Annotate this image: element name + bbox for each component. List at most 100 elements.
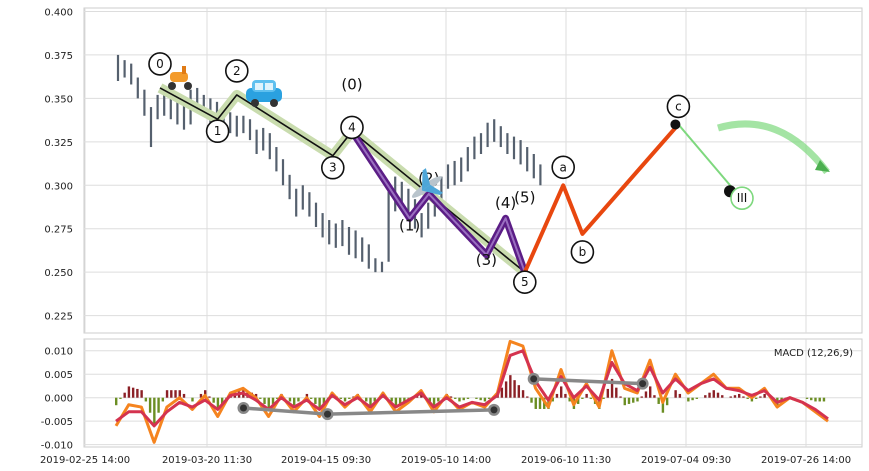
macd-histogram-bar	[589, 397, 593, 399]
wave-label-text: 1	[214, 124, 222, 138]
macd-histogram-bar	[365, 397, 368, 402]
wave-label: (1)	[399, 216, 420, 234]
divergence-line	[533, 377, 643, 386]
macd-histogram-bar	[458, 397, 461, 402]
macd-histogram-bar	[343, 397, 347, 402]
macd-histogram-bar	[157, 397, 160, 413]
macd-histogram-bar	[615, 387, 618, 398]
macd-histogram-bar	[822, 397, 826, 402]
macd-y-tick-label: 0.010	[44, 347, 73, 358]
macd-series-line	[115, 349, 829, 428]
macd-histogram-bar	[136, 388, 139, 398]
wave-line	[522, 123, 680, 273]
macd-histogram-bar	[148, 397, 152, 413]
macd-histogram-bar	[432, 397, 436, 406]
x-tick-label: 2019-07-26 14:00	[761, 455, 851, 466]
macd-histogram-bar	[182, 393, 186, 398]
macd-histogram-bar	[644, 391, 648, 398]
car-icon	[246, 80, 282, 107]
macd-histogram-bar	[293, 397, 296, 406]
macd-histogram-bar	[115, 397, 118, 406]
macd-histogram-bar	[738, 393, 741, 398]
macd-histogram-bar	[687, 397, 690, 402]
macd-histogram-bar	[568, 397, 571, 402]
macd-y-tick-label: -0.005	[41, 417, 73, 428]
macd-histogram-bar	[712, 390, 715, 398]
macd-histogram-bar	[153, 397, 156, 424]
macd-histogram-bar	[462, 397, 465, 401]
macd-histogram-bar	[517, 385, 521, 398]
x-tick-label: 2019-04-15 09:30	[281, 455, 371, 466]
macd-histogram-bar	[487, 397, 491, 399]
macd-histogram-bar	[513, 380, 516, 398]
macd-y-tick-label: 0.005	[44, 370, 73, 381]
macd-histogram-bar	[437, 397, 440, 402]
macd-histogram-bar	[746, 397, 749, 399]
macd-histogram-bar	[220, 397, 224, 404]
wave-label-circle	[512, 270, 537, 294]
macd-histogram-bar	[123, 392, 126, 398]
macd-histogram-bar	[479, 397, 482, 401]
macd-histogram-bar	[454, 397, 457, 399]
wave-label-text: 0	[156, 57, 164, 71]
price-y-tick-label: 0.325	[44, 138, 73, 149]
wave-label: (4)	[495, 194, 516, 212]
macd-histogram-bar	[721, 395, 724, 398]
macd-histogram-bar	[585, 393, 588, 398]
macd-histogram-bar	[475, 397, 478, 399]
macd-histogram-bar	[640, 396, 643, 398]
price-y-tick-label: 0.350	[44, 94, 73, 105]
macd-histogram-bar	[716, 392, 720, 398]
macd-lines	[114, 339, 829, 444]
macd-histogram-bar	[653, 395, 656, 398]
x-tick-label: 2019-06-10 11:30	[521, 455, 611, 466]
macd-histogram-bar	[606, 388, 610, 398]
macd-histogram-bar	[314, 397, 317, 404]
macd-histogram-bar	[674, 390, 677, 398]
wave-label-circle	[205, 119, 230, 144]
macd-histogram-bar	[623, 397, 626, 406]
macd-histogram-bar	[661, 397, 665, 413]
macd-histogram-bar	[530, 397, 533, 403]
price-y-tick-label: 0.250	[44, 268, 73, 279]
wave-label-text: a	[560, 160, 567, 174]
wave-label-circle	[730, 186, 754, 211]
macd-histogram-bar	[627, 397, 631, 404]
macd-histogram-bar	[398, 397, 402, 404]
macd-histogram-bar	[691, 397, 694, 401]
macd-y-tick-label: 0.000	[44, 394, 73, 405]
wave-label-circle	[551, 155, 576, 180]
macd-histogram-bar	[305, 393, 309, 398]
wave-label-circle	[570, 240, 595, 264]
price-y-tick-label: 0.400	[44, 7, 73, 18]
wave-lines	[157, 83, 737, 277]
macd-histogram-bar	[297, 397, 300, 402]
macd-histogram-bar	[288, 397, 292, 402]
divergence-point	[639, 380, 647, 388]
macd-histogram-bar	[619, 396, 622, 398]
macd-histogram-bar	[576, 397, 580, 404]
wave-label-circle	[148, 52, 172, 76]
macd-histogram-bar	[805, 397, 809, 399]
macd-histogram-bar	[144, 397, 148, 402]
macd-histogram-bar	[208, 396, 211, 398]
macd-divergence	[237, 372, 649, 421]
macd-histogram-bar	[763, 393, 766, 398]
macd-histogram-bar	[678, 393, 682, 398]
macd-histogram-bar	[708, 392, 711, 398]
macd-histogram-bar	[199, 393, 203, 398]
wave-line	[159, 87, 526, 273]
wave-point	[670, 119, 681, 130]
macd-histogram-bar	[538, 397, 542, 409]
projection-arrow-head	[815, 160, 830, 172]
macd-histogram-bar	[263, 397, 266, 404]
wave-label: (3)	[476, 251, 497, 269]
macd-histogram-bar	[602, 397, 605, 399]
macd-histogram-bar	[504, 381, 508, 398]
price-y-tick-label: 0.225	[44, 312, 73, 323]
macd-histogram-bar	[254, 393, 258, 398]
macd-histogram-bar	[170, 390, 173, 398]
price-y-ticks: 0.225 0.250 0.275 0.300 0.325 0.350 0.375 0.400	[44, 7, 73, 322]
price-y-tick-label: 0.375	[44, 51, 73, 62]
